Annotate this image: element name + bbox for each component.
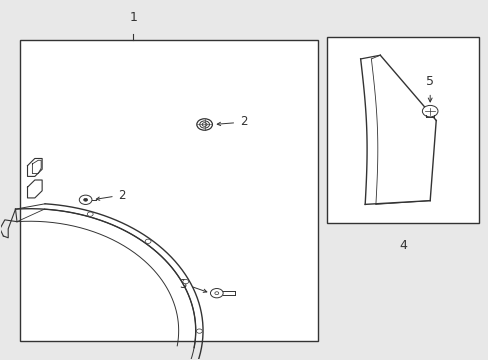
Circle shape <box>79 195 92 204</box>
Text: 4: 4 <box>398 239 406 252</box>
Circle shape <box>183 279 188 284</box>
Bar <box>20 40 317 341</box>
Circle shape <box>214 292 218 294</box>
Circle shape <box>210 288 223 298</box>
Circle shape <box>196 329 202 333</box>
Text: 3: 3 <box>179 278 186 291</box>
Text: 5: 5 <box>426 75 433 88</box>
Bar <box>327 37 478 223</box>
Circle shape <box>145 239 151 243</box>
Circle shape <box>83 198 87 201</box>
Circle shape <box>196 119 212 130</box>
Circle shape <box>87 212 93 216</box>
Circle shape <box>422 105 437 117</box>
Circle shape <box>202 123 206 126</box>
Text: 2: 2 <box>118 189 125 202</box>
Text: 1: 1 <box>129 11 137 24</box>
Circle shape <box>199 121 209 128</box>
Text: 2: 2 <box>239 116 247 129</box>
